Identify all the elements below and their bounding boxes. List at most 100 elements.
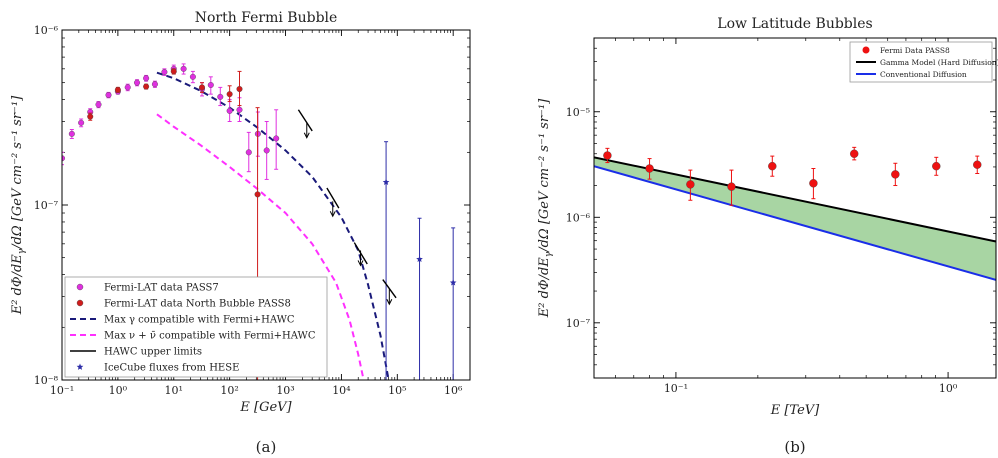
panel-b-frame [593,37,997,379]
panel-a-x-tick-label: 10⁶ [444,384,463,397]
panel-b-x-tick-label: 10⁰ [939,382,958,395]
fermi-pass8-point [809,179,818,188]
fermi-pass8-point [932,161,941,171]
pass7-point [78,119,85,126]
fermi-pass8-point [891,170,900,179]
svg-text:E² dΦ/dEγ/dΩ [GeV cm⁻² s⁻¹ sr⁻: E² dΦ/dEγ/dΩ [GeV cm⁻² s⁻¹ sr⁻¹] [10,95,27,315]
legend-icecube-marker [76,363,84,370]
panel-a-x-tick-label: 10⁰ [109,384,128,397]
pass8-point [143,83,150,90]
legend-label: Max ν + ν̄ compatible with Fermi+HAWC [104,331,316,342]
panel-b-x-tick-label: 10⁻¹ [664,382,688,395]
fermi-pass8-point [603,151,612,160]
max-gamma-line [156,71,390,380]
panel-a-x-tick-label: 10⁴ [332,384,351,397]
panel-a-x-tick-label: 10⁵ [388,384,406,397]
pass8-point [198,84,205,91]
pass8-point [226,91,233,98]
panel-a-caption: (a) [256,438,277,456]
panel-a-x-tick-label: 10⁻¹ [50,384,74,397]
pass7-point [161,69,168,76]
panel-a-title: North Fermi Bubble [195,10,338,26]
panel-b-legend: Fermi Data PASS8 Gamma Model (Hard Diffus… [849,41,998,83]
panel-a-frame [61,29,471,381]
panel-a-x-tick-label: 10² [220,384,238,397]
hard-diffusion-line [594,156,996,243]
pass7-point [124,84,131,91]
pass8-point [170,68,177,75]
pass7-point [226,107,233,114]
icecube-point [449,279,457,286]
panel-b-caption: (b) [784,438,805,456]
pass7-point [68,130,75,137]
pass7-point [143,75,150,82]
legend-label: Fermi-LAT data PASS7 [104,283,219,294]
legend-point-marker [76,299,84,307]
fermi-pass8-point [973,160,982,169]
panel-b-y-tick-label: 10⁻⁶ [566,211,591,224]
fermi-pass8-point [768,161,777,171]
panel-a-x-tick-label: 10³ [276,384,294,397]
panel-b-y-tick-label: 10⁻⁵ [566,106,590,119]
panel-a-y-tick-label: 10⁻⁸ [34,374,59,387]
panel-a-legend-box [64,276,328,378]
pass7-point [236,106,243,113]
panel-b-xlabel: E [TeV] [770,403,820,418]
fermi-pass8-point [645,164,654,173]
legend-label: Max γ compatible with Fermi+HAWC [104,315,295,326]
max-neutrino-line [156,113,365,380]
icecube-point [416,255,423,263]
hawc-arrow-head [386,299,393,306]
svg-text:E² dΦ/dEγ/dΩ [GeV cm⁻² s⁻¹ sr⁻: E² dΦ/dEγ/dΩ [GeV cm⁻² s⁻¹ sr⁻¹] [537,98,554,318]
fermi-pass8-point [686,180,695,189]
panel-b-plot-area [594,146,996,281]
panel-a-y-tick-label: 10⁻⁶ [34,24,59,37]
panel-b-title: Low Latitude Bubbles [717,16,872,32]
hawc-upper-limit [326,187,340,209]
panel-a-legend: Fermi-LAT data PASS7 Fermi-LAT data North… [64,276,328,378]
fermi-pass8-point [850,149,859,158]
conventional-diffusion-line [594,165,996,281]
pass8-point [236,86,243,93]
legend-point-marker [76,283,84,291]
panel-a-ylabel: E² dΦ/dEγ/dΩ [GeV cm⁻² s⁻¹ sr⁻¹] [10,95,27,315]
panel-b-ylabel: E² dΦ/dEγ/dΩ [GeV cm⁻² s⁻¹ sr⁻¹] [537,98,554,318]
icecube-point [382,178,390,186]
hawc-arrow-head [303,132,310,139]
pass7-point [134,79,141,86]
model-band [594,157,996,280]
hawc-arrow-head [357,260,364,267]
panel-b-y-tick-label: 10⁻⁷ [566,317,591,330]
legend-label: HAWC upper limits [104,347,202,358]
pass7-point [180,65,187,72]
legend-label: IceCube fluxes from HESE [104,363,239,374]
legend-label: Fermi Data PASS8 [880,46,950,55]
pass7-point [151,81,158,88]
pass7-point [245,149,252,156]
hawc-upper-limit [297,109,313,132]
panel-b: Low Latitude Bubbles 10⁻¹ 10⁰ 10⁻⁷ 10⁻⁶ 10⁻⁵… [537,16,998,456]
panel-a: North Fermi Bubble 10⁻¹ 10⁰ 10¹ 10² 10³ 10⁴ 10… [10,10,471,456]
pass7-point [189,73,196,80]
pass8-point [87,113,94,120]
fermi-pass8-point [727,182,736,191]
panel-a-y-tick-label: 10⁻⁷ [34,199,59,212]
pass7-point [95,101,102,108]
pass7-point [207,81,214,88]
panel-a-plot-area [62,63,457,380]
panel-a-x-tick-label: 10¹ [165,384,183,397]
legend-label: Conventional Diffusion [880,70,967,79]
legend-label: Fermi-LAT data North Bubble PASS8 [104,299,291,310]
pass8-point [254,191,261,198]
legend-label: Gamma Model (Hard Diffusion) [880,58,998,67]
pass7-point [263,147,270,154]
hawc-upper-limit [382,279,397,299]
panel-a-xlabel: E [GeV] [239,400,292,415]
pass7-point [273,135,280,142]
pass7-point [217,93,224,100]
pass7-point [105,92,112,99]
legend-point-marker [862,46,870,54]
hawc-arrow-head [329,211,336,218]
